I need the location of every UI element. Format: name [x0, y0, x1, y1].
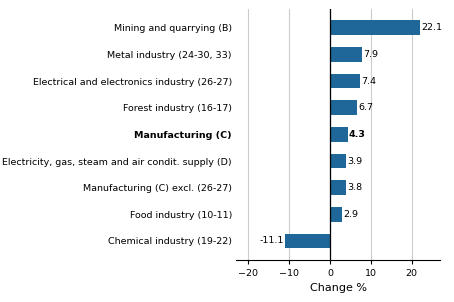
Text: 6.7: 6.7	[359, 103, 374, 112]
Bar	[330, 154, 346, 169]
Text: -11.1: -11.1	[259, 236, 283, 246]
X-axis label: Change %: Change %	[310, 283, 367, 293]
Bar	[285, 234, 330, 248]
Bar	[330, 207, 342, 222]
Text: 2.9: 2.9	[343, 210, 358, 219]
Bar	[330, 21, 420, 35]
Text: 7.9: 7.9	[364, 50, 379, 59]
Text: 3.9: 3.9	[347, 156, 362, 165]
Text: 4.3: 4.3	[349, 130, 366, 139]
Text: 7.4: 7.4	[361, 77, 376, 85]
Text: 3.8: 3.8	[347, 183, 362, 192]
Text: 22.1: 22.1	[422, 23, 443, 32]
Bar	[330, 74, 360, 88]
Bar	[330, 127, 348, 142]
Bar	[330, 100, 357, 115]
Bar	[330, 180, 345, 195]
Bar	[330, 47, 362, 62]
